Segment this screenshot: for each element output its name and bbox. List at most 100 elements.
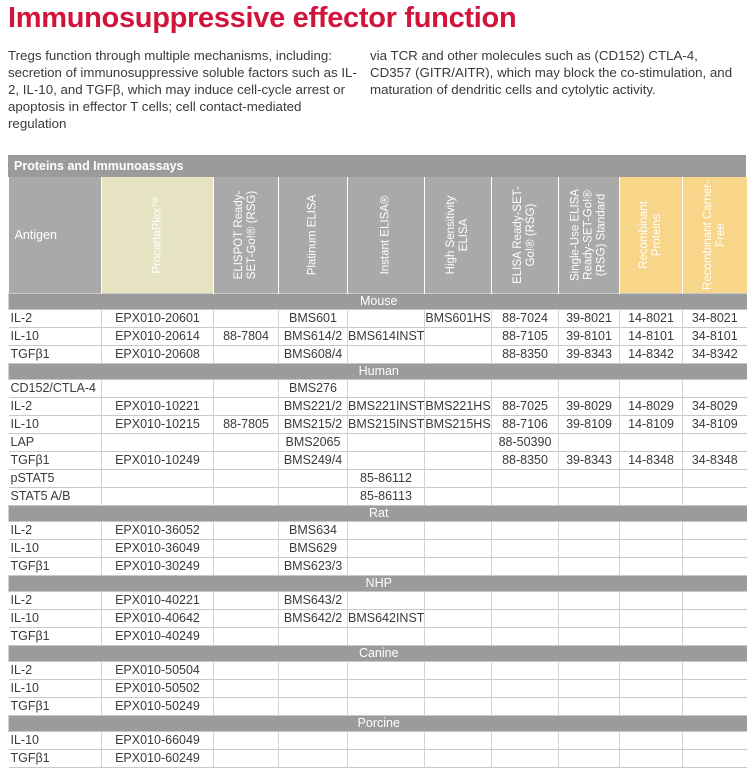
cell-recombinant-proteins bbox=[619, 627, 683, 646]
cell-recombinant-carrier-free bbox=[682, 661, 747, 680]
cell-elisa-rsg bbox=[491, 557, 559, 576]
cell-elispot-rsg bbox=[213, 591, 279, 610]
header-procartaplex: ProcartaPlex™ bbox=[101, 177, 214, 294]
table-row: IL-2 EPX010-36052 BMS634 bbox=[8, 521, 747, 540]
cell-instant-elisa: BMS215INST bbox=[347, 415, 425, 434]
cell-platinum-elisa bbox=[278, 679, 348, 698]
table-row: IL-10 EPX010-36049 BMS629 bbox=[8, 539, 747, 558]
cell-elisa-rsg bbox=[491, 731, 559, 750]
cell-single-use-elisa: 39-8029 bbox=[558, 397, 620, 416]
cell-procartaplex: EPX010-10249 bbox=[101, 451, 214, 470]
cell-antigen: TGFβ1 bbox=[8, 749, 102, 768]
table-row: IL-10 EPX010-50502 bbox=[8, 679, 747, 698]
cell-elisa-rsg bbox=[491, 679, 559, 698]
intro-text-left: Tregs function through multiple mechanis… bbox=[8, 48, 357, 131]
cell-antigen: IL-2 bbox=[8, 521, 102, 540]
cell-platinum-elisa: BMS643/2 bbox=[278, 591, 348, 610]
cell-platinum-elisa bbox=[278, 487, 348, 506]
cell-recombinant-proteins: 14-8348 bbox=[619, 451, 683, 470]
cell-recombinant-proteins bbox=[619, 557, 683, 576]
cell-single-use-elisa bbox=[558, 749, 620, 768]
cell-single-use-elisa bbox=[558, 591, 620, 610]
cell-high-sensitivity-elisa bbox=[424, 379, 492, 398]
cell-antigen: CD152/CTLA-4 bbox=[8, 379, 102, 398]
cell-platinum-elisa: BMS221/2 bbox=[278, 397, 348, 416]
table-row: TGFβ1 EPX010-10249 BMS249/4 88-8350 39-8343 1… bbox=[8, 451, 747, 470]
table-row: TGFβ1 EPX010-60249 bbox=[8, 749, 747, 768]
cell-recombinant-proteins bbox=[619, 433, 683, 452]
cell-platinum-elisa: BMS276 bbox=[278, 379, 348, 398]
cell-high-sensitivity-elisa: BMS215HS bbox=[424, 415, 492, 434]
cell-elispot-rsg: 88-7805 bbox=[213, 415, 279, 434]
cell-recombinant-carrier-free: 34-8029 bbox=[682, 397, 747, 416]
species-label: NHP bbox=[8, 575, 747, 592]
cell-platinum-elisa bbox=[278, 697, 348, 716]
cell-antigen: IL-10 bbox=[8, 539, 102, 558]
cell-procartaplex: EPX010-50504 bbox=[101, 661, 214, 680]
cell-instant-elisa: 85-86112 bbox=[347, 469, 425, 488]
cell-instant-elisa: BMS221INST bbox=[347, 397, 425, 416]
cell-elispot-rsg bbox=[213, 661, 279, 680]
cell-procartaplex: EPX010-20608 bbox=[101, 345, 214, 364]
cell-recombinant-proteins bbox=[619, 379, 683, 398]
cell-single-use-elisa bbox=[558, 609, 620, 628]
species-section-row: Human bbox=[8, 363, 747, 380]
cell-instant-elisa bbox=[347, 679, 425, 698]
cell-procartaplex bbox=[101, 487, 214, 506]
cell-elispot-rsg bbox=[213, 749, 279, 768]
cell-antigen: IL-10 bbox=[8, 731, 102, 750]
cell-elisa-rsg: 88-7025 bbox=[491, 397, 559, 416]
cell-elispot-rsg bbox=[213, 345, 279, 364]
cell-antigen: IL-2 bbox=[8, 661, 102, 680]
cell-platinum-elisa bbox=[278, 469, 348, 488]
cell-recombinant-proteins: 14-8021 bbox=[619, 309, 683, 328]
cell-instant-elisa: BMS642INST bbox=[347, 609, 425, 628]
cell-procartaplex: EPX010-20614 bbox=[101, 327, 214, 346]
species-label: Mouse bbox=[8, 293, 747, 310]
cell-high-sensitivity-elisa bbox=[424, 345, 492, 364]
cell-recombinant-carrier-free bbox=[682, 433, 747, 452]
cell-procartaplex bbox=[101, 469, 214, 488]
cell-platinum-elisa: BMS623/3 bbox=[278, 557, 348, 576]
cell-antigen: IL-10 bbox=[8, 415, 102, 434]
cell-instant-elisa: 85-86113 bbox=[347, 487, 425, 506]
table-row: STAT5 A/B 85-86113 bbox=[8, 487, 747, 506]
header-label: Recombinant Carrier-Free bbox=[701, 180, 727, 290]
header-antigen: Antigen bbox=[8, 177, 102, 294]
table-row: IL-10 EPX010-20614 88-7804 BMS614/2 BMS614IN… bbox=[8, 327, 747, 346]
cell-high-sensitivity-elisa bbox=[424, 487, 492, 506]
table-body: Mouse IL-2 EPX010-20601 BMS601 BMS601HS 88-70… bbox=[8, 293, 747, 768]
cell-recombinant-proteins bbox=[619, 697, 683, 716]
cell-recombinant-proteins bbox=[619, 469, 683, 488]
cell-antigen: IL-2 bbox=[8, 309, 102, 328]
species-section-row: Canine bbox=[8, 645, 747, 662]
header-elisa-rsg: ELISA Ready-SET-Go!® (RSG) bbox=[491, 177, 559, 294]
species-label: Canine bbox=[8, 645, 747, 662]
species-section-row: NHP bbox=[8, 575, 747, 592]
cell-recombinant-carrier-free bbox=[682, 557, 747, 576]
cell-procartaplex: EPX010-30249 bbox=[101, 557, 214, 576]
header-recombinant-carrier-free: Recombinant Carrier-Free bbox=[682, 177, 747, 294]
header-label: ELISA Ready-SET-Go!® (RSG) bbox=[512, 186, 537, 284]
cell-elisa-rsg: 88-50390 bbox=[491, 433, 559, 452]
cell-high-sensitivity-elisa bbox=[424, 327, 492, 346]
cell-platinum-elisa bbox=[278, 731, 348, 750]
intro-column-left: Tregs function through multiple mechanis… bbox=[8, 47, 358, 132]
cell-recombinant-carrier-free bbox=[682, 697, 747, 716]
cell-single-use-elisa: 39-8109 bbox=[558, 415, 620, 434]
cell-instant-elisa bbox=[347, 697, 425, 716]
cell-elisa-rsg bbox=[491, 749, 559, 768]
cell-elispot-rsg bbox=[213, 379, 279, 398]
cell-single-use-elisa bbox=[558, 469, 620, 488]
cell-elisa-rsg: 88-7106 bbox=[491, 415, 559, 434]
cell-single-use-elisa bbox=[558, 539, 620, 558]
cell-recombinant-carrier-free bbox=[682, 627, 747, 646]
cell-elisa-rsg: 88-8350 bbox=[491, 345, 559, 364]
cell-instant-elisa bbox=[347, 451, 425, 470]
cell-platinum-elisa: BMS608/4 bbox=[278, 345, 348, 364]
header-label: High Sensitivity ELISA bbox=[445, 195, 470, 275]
cell-platinum-elisa: BMS629 bbox=[278, 539, 348, 558]
cell-procartaplex bbox=[101, 433, 214, 452]
cell-recombinant-proteins bbox=[619, 487, 683, 506]
cell-single-use-elisa bbox=[558, 433, 620, 452]
